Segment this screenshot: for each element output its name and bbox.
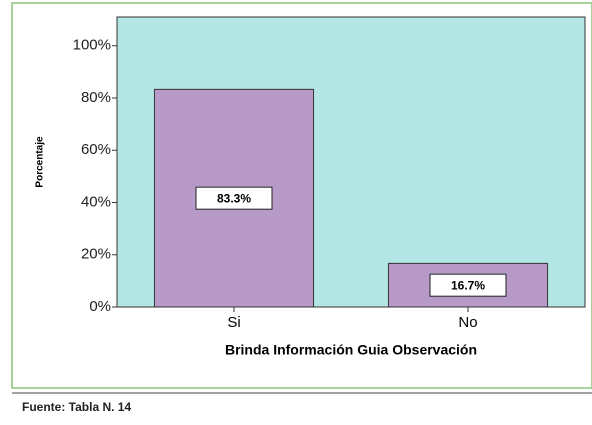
y-tick-label: 80% [81, 89, 111, 106]
value-label: 83.3% [217, 191, 251, 205]
source-note: Fuente: Tabla N. 14 [22, 400, 131, 414]
y-tick-label: 60% [81, 141, 111, 158]
frame [11, 2, 592, 389]
value-label-box [195, 186, 273, 210]
value-label: 16.7% [451, 278, 485, 292]
x-axis-label: Brinda Información Guia Observación [225, 342, 477, 358]
value-label-box [429, 273, 507, 297]
x-tick-label: No [458, 314, 477, 331]
y-tick-label: 0% [89, 298, 111, 315]
y-tick-label: 40% [81, 193, 111, 210]
y-tick-label: 100% [73, 37, 111, 54]
x-tick-label: Si [227, 314, 240, 331]
y-tick-label: 20% [81, 246, 111, 263]
y-axis-label: Porcentaje [35, 136, 46, 188]
